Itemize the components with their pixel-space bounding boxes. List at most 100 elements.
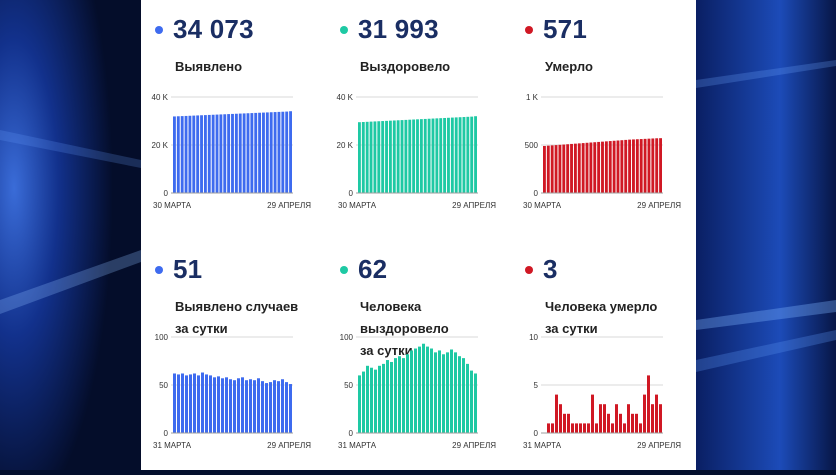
- y-tick-label: 0: [534, 429, 539, 438]
- x-tick-label-end: 29 АПРЕЛЯ: [267, 441, 311, 450]
- bar: [426, 346, 429, 433]
- bar: [443, 117, 447, 193]
- x-tick-label-end: 29 АПРЕЛЯ: [637, 441, 681, 450]
- bar: [388, 120, 392, 193]
- stat-label-line: Выздоровело: [360, 59, 451, 74]
- bar: [543, 145, 546, 193]
- bar: [659, 138, 662, 193]
- bar: [462, 117, 466, 193]
- bar: [470, 116, 474, 193]
- bar: [180, 116, 184, 193]
- bar: [234, 113, 238, 193]
- stat-card-detected-daily: 51 Выявлено случаев за сутки 0 50 100 31 МАРТА…: [141, 240, 326, 475]
- bar: [358, 122, 361, 193]
- stat-label: Выявлено: [175, 56, 242, 78]
- bar: [205, 374, 208, 433]
- y-tick-label: 0: [164, 429, 169, 438]
- bar: [231, 113, 234, 193]
- stat-label-line: за сутки: [175, 321, 228, 336]
- bar: [398, 356, 401, 433]
- bar: [597, 141, 601, 193]
- legend-dot: [155, 266, 163, 274]
- bar: [450, 117, 454, 193]
- y-tick-label: 0: [164, 189, 169, 198]
- bar: [562, 144, 566, 193]
- bar: [245, 380, 248, 433]
- bar: [659, 404, 662, 433]
- y-tick-label: 0: [349, 189, 354, 198]
- bar: [200, 115, 203, 193]
- bar: [378, 365, 381, 433]
- bar: [615, 404, 618, 433]
- bar: [219, 114, 223, 193]
- stat-value: 571: [543, 14, 587, 44]
- bar: [623, 423, 626, 433]
- y-tick-label: 0: [534, 189, 539, 198]
- bar: [635, 139, 639, 193]
- bar: [631, 413, 634, 433]
- bar: [470, 370, 473, 433]
- bar: [402, 358, 405, 433]
- bar: [249, 379, 252, 433]
- bar: [237, 378, 240, 433]
- bar: [197, 375, 200, 433]
- bar: [438, 350, 441, 433]
- bar: [400, 120, 404, 193]
- bar: [651, 404, 654, 433]
- bar: [595, 423, 598, 433]
- x-tick-label-end: 29 АПРЕЛЯ: [637, 201, 681, 210]
- bar: [579, 423, 582, 433]
- bar: [418, 346, 421, 433]
- bar: [639, 423, 642, 433]
- stat-label-line: за сутки: [545, 321, 598, 336]
- x-tick-label-end: 29 АПРЕЛЯ: [267, 201, 311, 210]
- bar: [269, 112, 273, 193]
- bar: [184, 115, 188, 193]
- bar: [607, 413, 610, 433]
- bar: [585, 142, 589, 193]
- bar: [217, 376, 220, 433]
- bar: [229, 379, 232, 433]
- bar: [366, 365, 369, 433]
- bar: [192, 115, 196, 193]
- legend-dot: [340, 266, 348, 274]
- bar: [207, 114, 211, 193]
- bar: [262, 112, 265, 193]
- bar: [394, 358, 397, 433]
- bar: [627, 404, 630, 433]
- stat-card-deaths-daily: 3 Человека умерло за сутки 0 5 10 31 МАРТА 29 А…: [511, 240, 696, 475]
- bar: [431, 118, 435, 193]
- bar: [281, 111, 285, 193]
- bar: [396, 120, 400, 193]
- mini-bar-chart: 0 50 100 31 МАРТА 29 АПРЕЛЯ: [338, 333, 496, 450]
- bar: [241, 377, 244, 433]
- bar: [462, 358, 465, 433]
- bar: [651, 138, 655, 193]
- bar: [225, 377, 228, 433]
- bar: [385, 120, 388, 193]
- bar: [612, 140, 616, 193]
- stat-label-line: Выявлено случаев: [175, 299, 299, 314]
- bar: [285, 111, 289, 193]
- bar: [390, 361, 393, 433]
- bar: [181, 373, 184, 433]
- bar: [265, 112, 269, 193]
- bar: [583, 423, 586, 433]
- bar: [189, 374, 192, 433]
- bar: [546, 145, 550, 193]
- bar: [374, 369, 377, 433]
- bar: [227, 114, 231, 193]
- bar: [635, 413, 638, 433]
- bar: [647, 375, 650, 433]
- bar: [575, 423, 578, 433]
- bar: [604, 141, 608, 193]
- y-tick-label: 50: [159, 381, 168, 390]
- bar: [655, 138, 659, 193]
- bar: [419, 119, 423, 193]
- bar: [369, 121, 373, 193]
- bar: [196, 115, 200, 193]
- stat-value: 31 993: [358, 14, 439, 44]
- bar: [555, 394, 558, 433]
- bar: [611, 423, 614, 433]
- bar: [414, 348, 417, 433]
